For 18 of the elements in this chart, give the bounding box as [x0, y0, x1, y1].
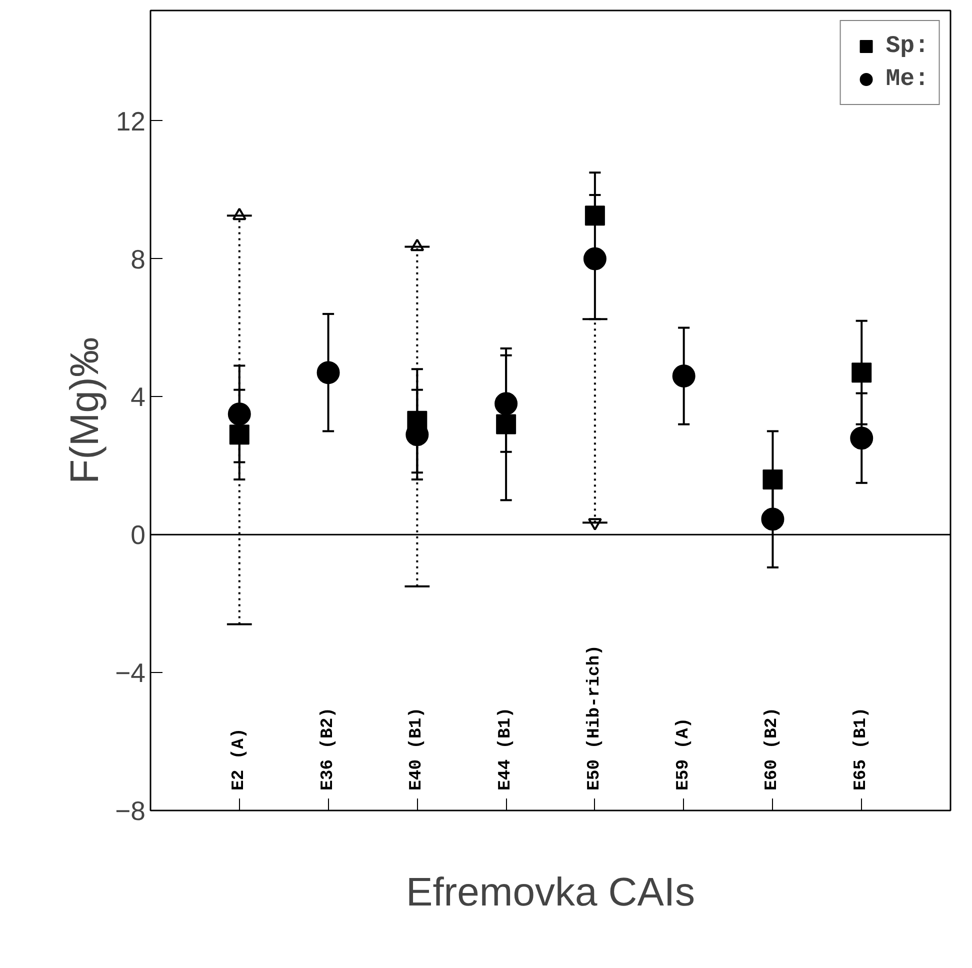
legend-label: Sp: — [886, 32, 929, 60]
x-tick-label: E40 (B1) — [408, 707, 427, 790]
y-tick-label: 12 — [116, 106, 146, 136]
legend-label: Me: — [886, 66, 929, 92]
y-tick-label: 0 — [130, 520, 146, 550]
x-axis-title: Efremovka CAIs — [406, 870, 695, 914]
y-tick-label: −8 — [115, 796, 146, 826]
x-tick-label: E36 (B2) — [318, 707, 338, 790]
x-tick-label: E50 (Hib-rich) — [585, 644, 604, 790]
x-tick-label: E2 (A) — [230, 728, 249, 790]
y-axis-title: F(Mg)‰ — [63, 337, 108, 484]
y-tick-label: −4 — [115, 658, 146, 688]
x-tick-label: E44 (B1) — [496, 707, 516, 790]
x-tick-label: E59 (A) — [674, 718, 694, 790]
x-tick-label: E60 (B2) — [763, 707, 782, 790]
x-tick-label: E65 (B1) — [852, 707, 872, 790]
y-tick-label: 8 — [130, 244, 146, 274]
y-tick-label: 4 — [130, 382, 146, 412]
